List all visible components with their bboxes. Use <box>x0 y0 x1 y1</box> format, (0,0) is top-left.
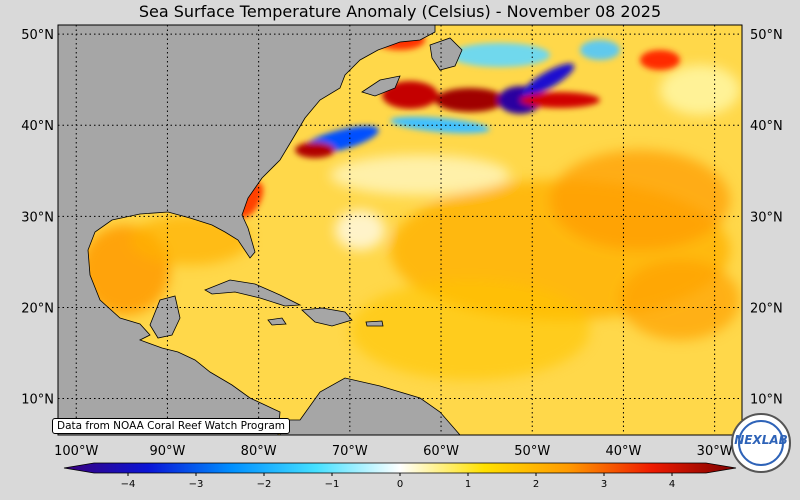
lon-label: 90°W <box>149 444 185 459</box>
lon-label: 70°W <box>332 444 368 459</box>
lat-label-left: 20°N <box>21 301 54 316</box>
lon-label: 30°W <box>697 444 733 459</box>
anomaly-patches <box>80 65 740 380</box>
lat-label-left: 10°N <box>21 393 54 408</box>
lat-label-right: 50°N <box>750 28 783 43</box>
hispaniola-land <box>301 307 353 327</box>
lat-label-left: 40°N <box>21 119 54 134</box>
yucatan-land <box>149 295 181 339</box>
nexlab-logo: NEXLAB <box>731 413 791 473</box>
jamaica-land <box>267 317 287 326</box>
data-credit: Data from NOAA Coral Reef Watch Program <box>52 418 290 434</box>
colorbar-tick-label: −3 <box>189 479 204 490</box>
logo-text: NEXLAB <box>734 433 788 447</box>
lat-label-left: 30°N <box>21 210 54 225</box>
lat-label-left: 50°N <box>21 28 54 43</box>
cuba-land <box>204 279 302 307</box>
colorbar-tick-label: −2 <box>257 479 272 490</box>
land-masses <box>58 25 463 435</box>
lat-label-right: 10°N <box>750 393 783 408</box>
graticule <box>58 25 742 435</box>
lat-label-right: 20°N <box>750 301 783 316</box>
lon-label: 60°W <box>423 444 459 459</box>
colorbar-tick-label: 0 <box>397 479 403 490</box>
map-frame <box>57 24 743 436</box>
logo-ring-icon <box>738 420 784 466</box>
north-america-land <box>58 25 436 435</box>
colorbar: −4 −3 −2 −1 0 1 2 3 4 <box>63 462 737 490</box>
colorbar-bar <box>63 462 737 474</box>
lon-label: 80°W <box>241 444 277 459</box>
lat-label-right: 30°N <box>750 210 783 225</box>
colorbar-tick-label: 4 <box>669 479 675 490</box>
lon-label: 100°W <box>54 444 98 459</box>
colorbar-tick-label: −1 <box>325 479 340 490</box>
puerto-rico-land <box>365 320 384 327</box>
colorbar-tick-label: 1 <box>465 479 471 490</box>
colorbar-tick-label: 2 <box>533 479 539 490</box>
map-plot-area <box>58 25 742 435</box>
colorbar-tick-label: 3 <box>601 479 607 490</box>
map-title: Sea Surface Temperature Anomaly (Celsius… <box>138 2 662 21</box>
longitude-labels: 100°W 90°W 80°W 70°W 60°W 50°W 40°W 30°W <box>54 444 733 459</box>
newfoundland-land <box>429 37 463 71</box>
nova-scotia-land <box>361 75 401 97</box>
lat-label-right: 40°N <box>750 119 783 134</box>
lon-label: 50°W <box>514 444 550 459</box>
colorbar-ticks: −4 −3 −2 −1 0 1 2 3 4 <box>121 473 675 490</box>
lon-label: 40°W <box>605 444 641 459</box>
latitude-labels: 50°N 50°N 40°N 40°N 30°N 30°N 20°N 20°N 10°N 10°N <box>21 28 783 407</box>
colorbar-tick-label: −4 <box>121 479 136 490</box>
